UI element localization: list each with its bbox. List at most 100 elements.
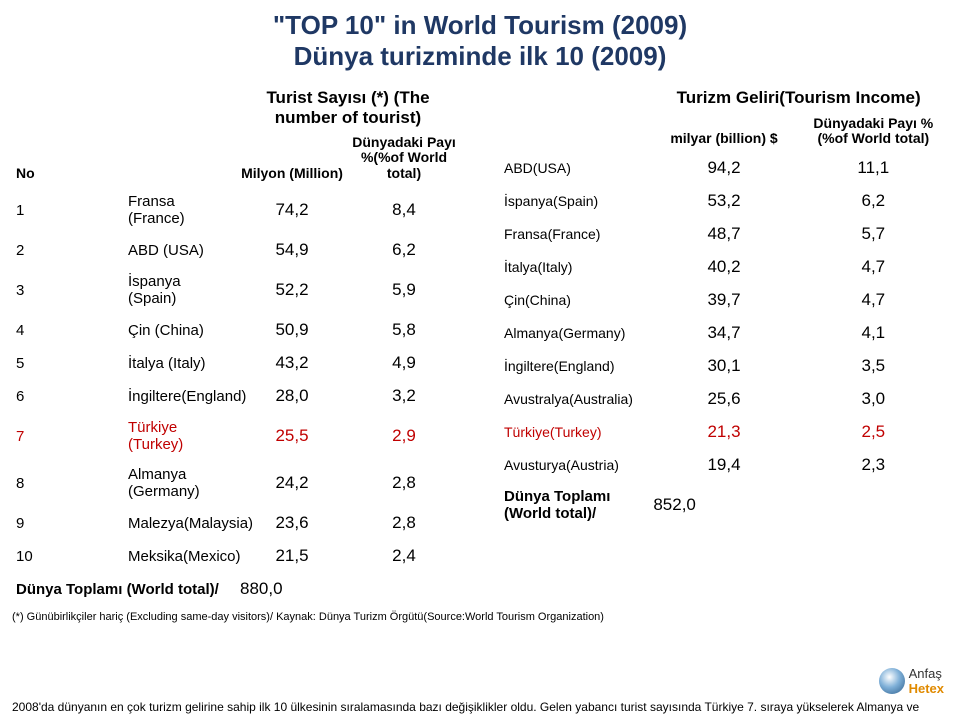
row-label: Türkiye (Turkey) [124, 413, 236, 460]
row-label: Çin(China) [500, 284, 649, 317]
row-no: 9 [12, 507, 124, 540]
row-percent: 2,8 [348, 460, 460, 507]
row-billion: 40,2 [649, 251, 798, 284]
table-row: 1Fransa (France)74,28,4 [12, 187, 460, 234]
row-percent: 4,7 [799, 251, 948, 284]
left-table: Turist Sayısı (*) (The number of tourist… [12, 86, 460, 605]
row-percent: 4,1 [799, 317, 948, 350]
row-billion: 19,4 [649, 449, 798, 482]
right-header: Turizm Geliri(Tourism Income) [649, 86, 948, 110]
row-label: Meksika(Mexico) [124, 540, 236, 573]
row-label: Almanya(Germany) [500, 317, 649, 350]
left-header: Turist Sayısı (*) (The number of tourist… [236, 86, 460, 129]
table-row: Çin(China)39,74,7 [500, 284, 948, 317]
right-column: Turizm Geliri(Tourism Income) milyar (bi… [500, 86, 948, 605]
row-label: Fransa(France) [500, 218, 649, 251]
row-percent: 2,9 [348, 413, 460, 460]
table-row: Almanya(Germany)34,74,1 [500, 317, 948, 350]
row-billion: 94,2 [649, 152, 798, 185]
left-col-million: Milyon (Million) [236, 129, 348, 187]
row-no: 1 [12, 187, 124, 234]
table-row: Türkiye(Turkey)21,32,5 [500, 416, 948, 449]
row-no: 3 [12, 267, 124, 314]
row-percent: 5,8 [348, 314, 460, 347]
row-label: Fransa (France) [124, 187, 236, 234]
row-percent: 11,1 [799, 152, 948, 185]
table-row: 2ABD (USA)54,96,2 [12, 234, 460, 267]
right-col-billion: milyar (billion) $ [649, 110, 798, 153]
table-row: İspanya(Spain)53,26,2 [500, 185, 948, 218]
row-percent: 3,5 [799, 350, 948, 383]
table-row: 8Almanya (Germany)24,22,8 [12, 460, 460, 507]
table-row: Avusturya(Austria)19,42,3 [500, 449, 948, 482]
left-col-percent: Dünyadaki Payı %(%of World total) [348, 129, 460, 187]
table-row: İngiltere(England)30,13,5 [500, 350, 948, 383]
row-million: 54,9 [236, 234, 348, 267]
row-million: 21,5 [236, 540, 348, 573]
row-label: Avusturya(Austria) [500, 449, 649, 482]
row-percent: 6,2 [799, 185, 948, 218]
logo-sub: Hetex [909, 681, 944, 696]
row-million: 50,9 [236, 314, 348, 347]
table-row: 4Çin (China)50,95,8 [12, 314, 460, 347]
row-percent: 8,4 [348, 187, 460, 234]
row-million: 43,2 [236, 347, 348, 380]
row-percent: 5,7 [799, 218, 948, 251]
row-label: Avustralya(Australia) [500, 383, 649, 416]
row-no: 5 [12, 347, 124, 380]
row-billion: 21,3 [649, 416, 798, 449]
row-no: 8 [12, 460, 124, 507]
bottom-note: 2008'da dünyanın en çok turizm gelirine … [12, 700, 948, 714]
row-percent: 3,0 [799, 383, 948, 416]
table-row: 3İspanya (Spain)52,25,9 [12, 267, 460, 314]
row-no: 10 [12, 540, 124, 573]
row-no: 4 [12, 314, 124, 347]
row-percent: 6,2 [348, 234, 460, 267]
table-row: ABD(USA)94,211,1 [500, 152, 948, 185]
row-billion: 25,6 [649, 383, 798, 416]
row-percent: 2,5 [799, 416, 948, 449]
right-table: Turizm Geliri(Tourism Income) milyar (bi… [500, 86, 948, 528]
row-percent: 4,7 [799, 284, 948, 317]
row-label: Malezya(Malaysia) [124, 507, 236, 540]
left-total-val: 880,0 [236, 573, 348, 606]
table-row: 5İtalya (Italy)43,24,9 [12, 347, 460, 380]
left-total-label: Dünya Toplamı (World total)/ [12, 573, 236, 606]
row-label: İtalya (Italy) [124, 347, 236, 380]
row-million: 74,2 [236, 187, 348, 234]
logo-brand: Anfaş [909, 666, 942, 681]
row-billion: 48,7 [649, 218, 798, 251]
row-label: ABD(USA) [500, 152, 649, 185]
row-label: Çin (China) [124, 314, 236, 347]
row-label: İspanya(Spain) [500, 185, 649, 218]
row-label: İtalya(Italy) [500, 251, 649, 284]
right-col-percent: Dünyadaki Payı %(%of World total) [799, 110, 948, 153]
row-label: Türkiye(Turkey) [500, 416, 649, 449]
row-billion: 53,2 [649, 185, 798, 218]
row-label: İspanya (Spain) [124, 267, 236, 314]
row-label: ABD (USA) [124, 234, 236, 267]
row-no: 6 [12, 380, 124, 413]
title-line-1: "TOP 10" in World Tourism (2009) [0, 10, 960, 41]
row-million: 25,5 [236, 413, 348, 460]
table-row: 6İngiltere(England)28,03,2 [12, 380, 460, 413]
table-row: 9Malezya(Malaysia)23,62,8 [12, 507, 460, 540]
row-percent: 2,8 [348, 507, 460, 540]
row-no: 2 [12, 234, 124, 267]
row-billion: 39,7 [649, 284, 798, 317]
right-total-val: 852,0 [649, 482, 798, 529]
row-percent: 4,9 [348, 347, 460, 380]
logo: Anfaş Hetex [879, 666, 944, 696]
title-line-2: Dünya turizminde ilk 10 (2009) [0, 41, 960, 72]
globe-icon [879, 668, 905, 694]
row-label: İngiltere(England) [124, 380, 236, 413]
row-billion: 34,7 [649, 317, 798, 350]
title-block: "TOP 10" in World Tourism (2009) Dünya t… [0, 0, 960, 86]
row-million: 24,2 [236, 460, 348, 507]
table-row: 7Türkiye (Turkey)25,52,9 [12, 413, 460, 460]
left-column: Turist Sayısı (*) (The number of tourist… [12, 86, 460, 605]
row-percent: 5,9 [348, 267, 460, 314]
content: Turist Sayısı (*) (The number of tourist… [0, 86, 960, 605]
row-percent: 2,4 [348, 540, 460, 573]
row-percent: 3,2 [348, 380, 460, 413]
